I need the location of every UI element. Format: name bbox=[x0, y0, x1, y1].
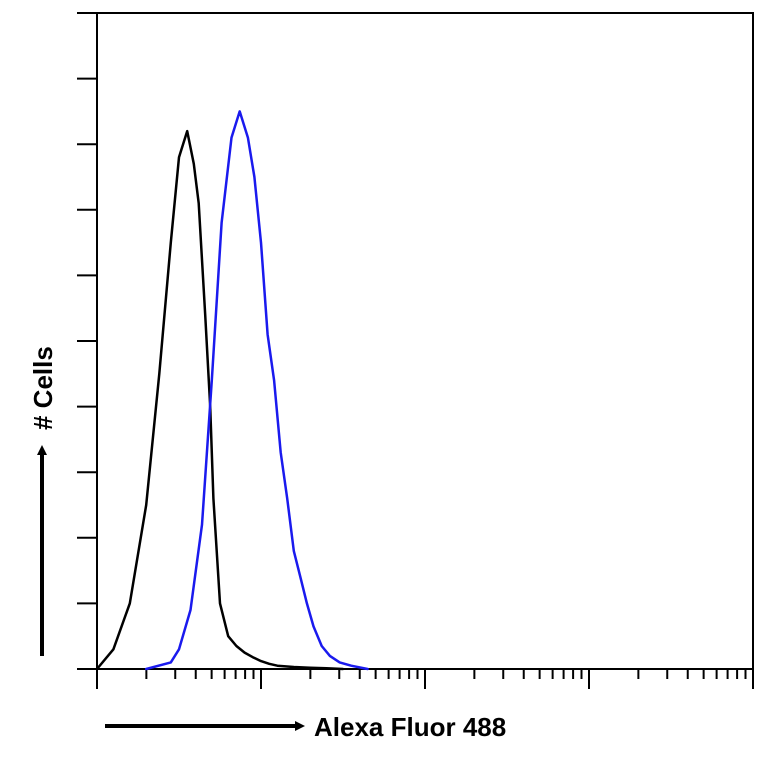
x-axis-label: Alexa Fluor 488 bbox=[314, 712, 506, 742]
series-line-1 bbox=[95, 129, 345, 671]
y-axis-label: # Cells bbox=[28, 346, 58, 430]
series-layer bbox=[95, 110, 369, 671]
y-axis-ticks bbox=[77, 12, 97, 670]
x-axis-ticks bbox=[96, 669, 754, 689]
series-line-2 bbox=[144, 110, 369, 671]
